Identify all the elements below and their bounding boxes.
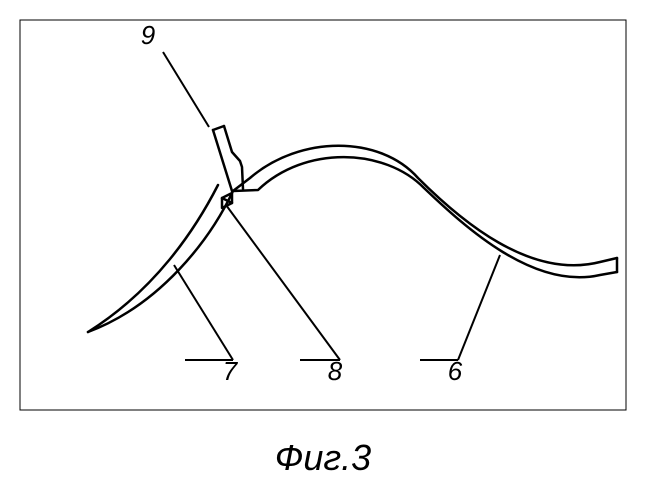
tab-right-edge [224, 126, 243, 189]
wavy-bottom [233, 157, 617, 277]
figure-caption: Фиг.3 [275, 437, 371, 478]
part-7-blade [88, 185, 233, 332]
frame-border [20, 20, 626, 410]
tab-top-edge [213, 126, 224, 130]
callout-8: 8 [328, 356, 343, 386]
leader-l8-diag [226, 205, 340, 360]
wavy-top [233, 146, 617, 266]
leader-l6-diag [458, 255, 500, 360]
callout-6: 6 [448, 356, 463, 386]
part-6-wavy-band [233, 146, 617, 278]
leader-l9 [163, 52, 209, 127]
leader-l7-diag [174, 265, 233, 360]
blade-outer [88, 185, 218, 332]
callout-9: 9 [141, 20, 155, 50]
part-9-tab [213, 126, 243, 191]
callout-7: 7 [223, 356, 239, 386]
blade-inner [88, 191, 233, 332]
figure-3: 9 7 8 6 Фиг.3 [0, 0, 646, 500]
